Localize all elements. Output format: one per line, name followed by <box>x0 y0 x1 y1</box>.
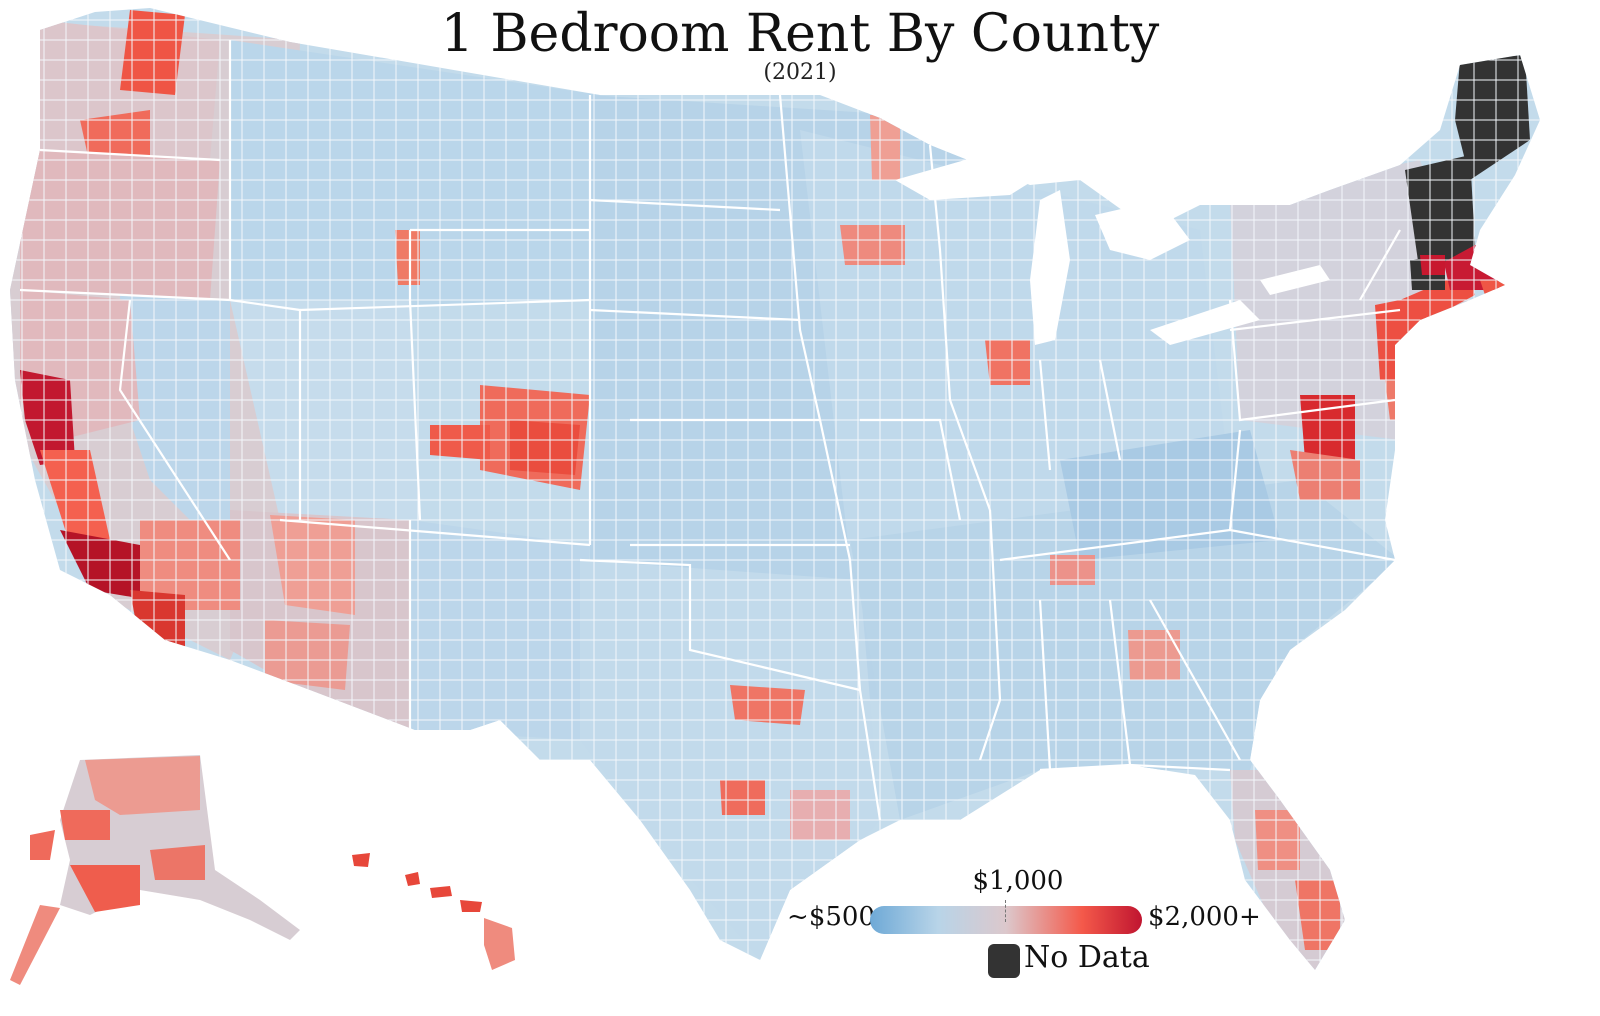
alaska <box>10 755 300 985</box>
state-borders <box>19 40 1401 821</box>
legend-min-label: ~$500 <box>787 902 875 932</box>
no-data-swatch <box>988 944 1020 978</box>
page-subtitle: (2021) <box>763 60 837 85</box>
legend-mid-label: $1,000 <box>972 866 1064 896</box>
no-data-label: No Data <box>1024 940 1150 975</box>
legend-max-label: $2,000+ <box>1148 902 1261 932</box>
legend-mid-tick <box>1005 900 1006 922</box>
great-lakes <box>895 150 1330 345</box>
legend-color-bar <box>870 906 1142 934</box>
hawaii <box>352 853 515 970</box>
page-title: 1 Bedroom Rent By County <box>440 4 1160 64</box>
